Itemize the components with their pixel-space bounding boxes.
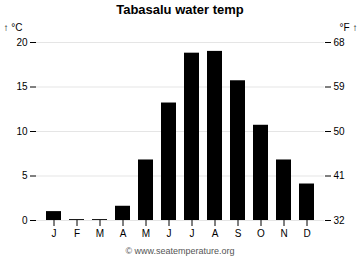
svg-text:15: 15 — [16, 81, 28, 92]
svg-text:M: M — [96, 228, 104, 239]
svg-text:M: M — [142, 228, 150, 239]
svg-text:A: A — [212, 228, 219, 239]
svg-text:59: 59 — [334, 81, 346, 92]
svg-text:68: 68 — [334, 37, 346, 48]
html-text:Tabasalu water temp: Tabasalu water temp — [116, 2, 244, 17]
svg-text:O: O — [257, 228, 265, 239]
svg-text:S: S — [235, 228, 242, 239]
svg-text:J: J — [167, 228, 172, 239]
svg-text:J: J — [190, 228, 195, 239]
svg-text:50: 50 — [334, 126, 346, 137]
svg-text:32: 32 — [334, 215, 346, 226]
svg-text:D: D — [303, 228, 310, 239]
svg-text:°F ↑: °F ↑ — [340, 22, 358, 33]
svg-text:10: 10 — [16, 126, 28, 137]
svg-text:N: N — [280, 228, 287, 239]
svg-text:5: 5 — [22, 170, 28, 181]
html-text:© www.seatemperature.org: © www.seatemperature.org — [125, 246, 235, 256]
svg-text:41: 41 — [334, 170, 346, 181]
svg-text:↑ °C: ↑ °C — [4, 22, 23, 33]
svg-text:20: 20 — [16, 37, 28, 48]
svg-text:A: A — [120, 228, 127, 239]
svg-text:J: J — [52, 228, 57, 239]
svg-text:0: 0 — [22, 215, 28, 226]
svg-text:F: F — [74, 228, 80, 239]
